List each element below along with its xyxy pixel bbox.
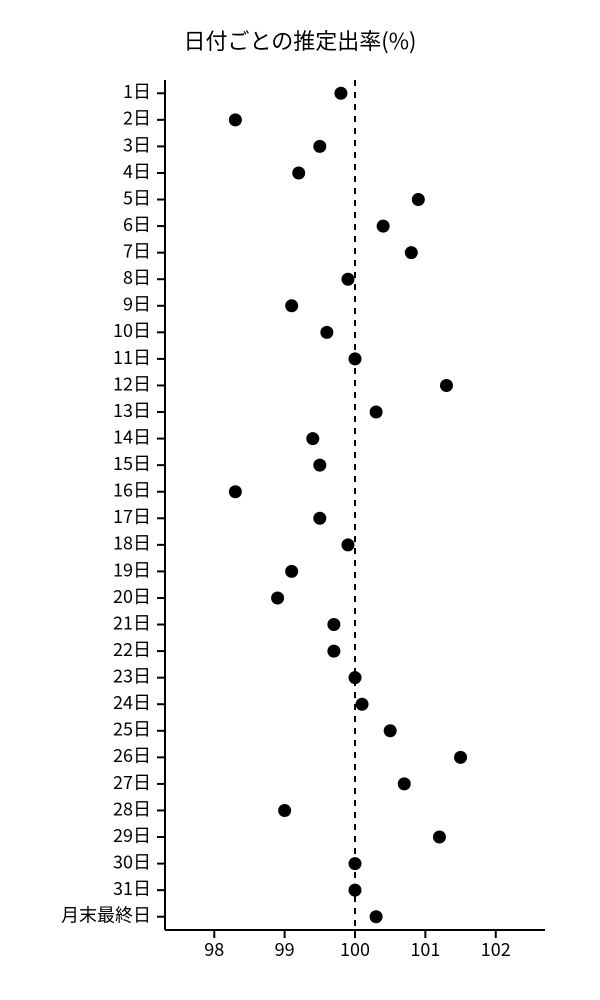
y-tick-label: 15日 — [113, 450, 151, 476]
data-point — [306, 432, 319, 445]
x-tick-label: 102 — [481, 936, 511, 962]
data-point — [398, 777, 411, 790]
y-tick-label: 11日 — [113, 344, 151, 370]
y-tick-label: 31日 — [113, 875, 151, 901]
y-tick-label: 19日 — [113, 556, 151, 582]
data-point — [278, 804, 291, 817]
y-tick-label: 1日 — [123, 78, 151, 104]
y-tick-label: 10日 — [113, 317, 151, 343]
y-tick-label: 4日 — [123, 158, 151, 184]
y-tick-label: 30日 — [113, 848, 151, 874]
chart-title: 日付ごとの推定出率(%) — [0, 24, 600, 56]
data-point — [384, 724, 397, 737]
data-point — [229, 485, 242, 498]
data-point — [271, 591, 284, 604]
y-tick-label: 13日 — [113, 397, 151, 423]
y-tick-label: 29日 — [113, 822, 151, 848]
x-tick-label: 99 — [275, 936, 295, 962]
data-point — [313, 512, 326, 525]
data-point — [292, 166, 305, 179]
data-point — [433, 831, 446, 844]
data-point — [349, 352, 362, 365]
y-tick-label: 3日 — [123, 131, 151, 157]
data-point — [349, 671, 362, 684]
data-point — [327, 618, 340, 631]
data-point — [377, 220, 390, 233]
y-tick-label: 12日 — [113, 370, 151, 396]
data-point — [334, 87, 347, 100]
y-tick-label: 8日 — [123, 264, 151, 290]
data-point — [412, 193, 425, 206]
y-tick-label: 18日 — [113, 530, 151, 556]
y-tick-label: 22日 — [113, 636, 151, 662]
data-point — [440, 379, 453, 392]
scatter-chart: 1日2日3日4日5日6日7日8日9日10日11日12日13日14日15日16日1… — [0, 0, 600, 1000]
page-root: 日付ごとの推定出率(%) 1日2日3日4日5日6日7日8日9日10日11日12日… — [0, 0, 600, 1000]
y-tick-label: 25日 — [113, 716, 151, 742]
x-tick-label: 100 — [340, 936, 370, 962]
y-tick-label: 23日 — [113, 663, 151, 689]
x-tick-label: 101 — [410, 936, 440, 962]
data-point — [349, 884, 362, 897]
data-point — [327, 645, 340, 658]
data-point — [229, 113, 242, 126]
data-point — [356, 698, 369, 711]
y-tick-label: 27日 — [113, 769, 151, 795]
y-tick-label: 17日 — [113, 503, 151, 529]
data-point — [285, 565, 298, 578]
y-tick-label: 7日 — [123, 238, 151, 264]
data-point — [285, 299, 298, 312]
y-tick-label: 16日 — [113, 477, 151, 503]
data-point — [341, 538, 354, 551]
data-point — [313, 459, 326, 472]
y-tick-label: 6日 — [123, 211, 151, 237]
y-tick-label: 28日 — [113, 795, 151, 821]
y-tick-label: 5日 — [123, 184, 151, 210]
data-point — [454, 751, 467, 764]
y-tick-label: 26日 — [113, 742, 151, 768]
data-point — [349, 857, 362, 870]
y-tick-label: 14日 — [113, 423, 151, 449]
data-point — [313, 140, 326, 153]
data-point — [405, 246, 418, 259]
data-point — [341, 273, 354, 286]
y-tick-label: 2日 — [123, 105, 151, 131]
y-tick-label: 20日 — [113, 583, 151, 609]
y-tick-label: 21日 — [113, 609, 151, 635]
y-tick-label: 月末最終日 — [61, 902, 151, 928]
data-point — [320, 326, 333, 339]
y-tick-label: 24日 — [113, 689, 151, 715]
data-point — [370, 910, 383, 923]
x-tick-label: 98 — [204, 936, 224, 962]
data-point — [370, 406, 383, 419]
chart-background — [0, 0, 600, 1000]
y-tick-label: 9日 — [123, 291, 151, 317]
